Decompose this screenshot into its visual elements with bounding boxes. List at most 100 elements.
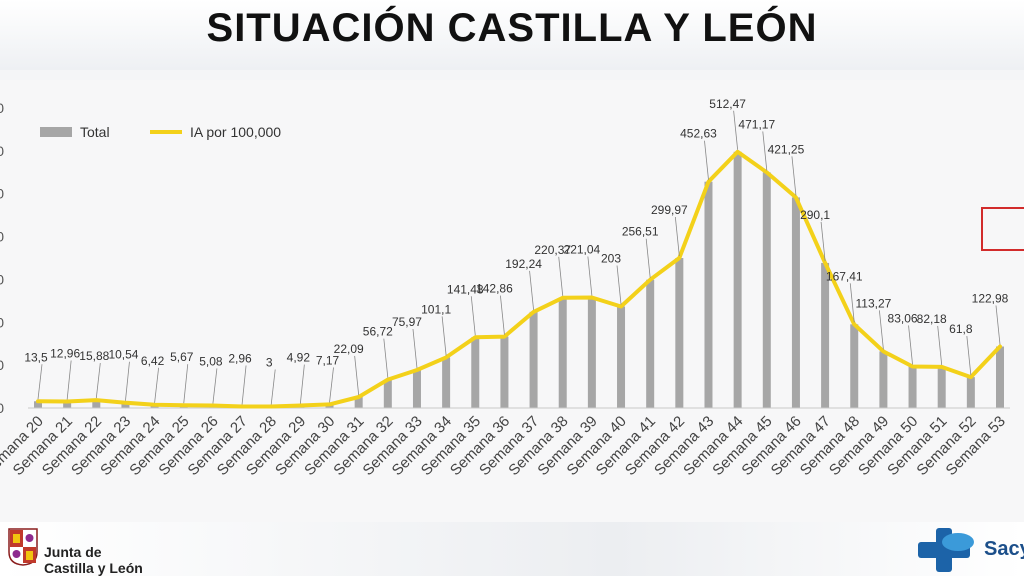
- data-label-leader: [66, 360, 72, 400]
- data-label: 192,24: [505, 257, 542, 271]
- y-tick-label: 0: [0, 229, 4, 245]
- bar: [762, 172, 771, 408]
- data-label-leader: [441, 316, 447, 356]
- data-label-leader: [645, 238, 651, 278]
- legend-ia-label: IA por 100,000: [190, 124, 281, 140]
- data-label: 5,67: [170, 350, 194, 364]
- data-label: 7,17: [316, 353, 340, 367]
- data-label: 61,8: [949, 322, 973, 336]
- sacyl-logo: Sacy: [912, 524, 1024, 574]
- data-label: 141,48: [447, 282, 484, 296]
- data-label-leader: [762, 131, 768, 171]
- data-label-leader: [529, 270, 534, 310]
- data-label: 83,06: [888, 311, 918, 325]
- bar: [704, 181, 713, 408]
- bar: [529, 311, 538, 408]
- data-label-leader: [966, 336, 972, 376]
- y-tick-label: 0: [0, 100, 4, 116]
- data-label: 113,27: [855, 296, 891, 310]
- bar: [733, 151, 742, 408]
- data-label-leader: [241, 365, 247, 405]
- data-label: 12,96: [50, 347, 80, 361]
- data-label-leader: [878, 310, 884, 350]
- data-label-leader: [937, 325, 943, 365]
- data-label: 167,41: [826, 269, 863, 283]
- footer-band: [0, 522, 1024, 576]
- data-label-leader: [500, 295, 505, 335]
- bar: [966, 377, 975, 408]
- data-label: 421,25: [768, 142, 805, 156]
- data-label-leader: [470, 296, 476, 336]
- data-label: 299,97: [651, 203, 688, 217]
- bar: [500, 336, 509, 408]
- bar: [471, 337, 480, 408]
- data-label-leader: [587, 256, 593, 296]
- data-label: 4,92: [287, 351, 311, 365]
- data-label: 5,08: [199, 354, 223, 368]
- bar: [34, 401, 42, 408]
- coat-of-arms-icon: [8, 528, 38, 566]
- data-label-leader: [383, 338, 389, 378]
- bar: [646, 279, 655, 408]
- junta-logo-text: Junta de Castilla y León: [44, 544, 143, 576]
- bar: [675, 258, 684, 408]
- data-label-leader: [849, 283, 855, 323]
- bar: [383, 379, 392, 408]
- data-label: 142,86: [476, 282, 513, 296]
- bar: [92, 400, 101, 408]
- bar: [121, 402, 130, 408]
- data-label: 6,42: [141, 354, 165, 368]
- bar: [63, 401, 72, 408]
- data-label-leader: [558, 256, 564, 296]
- data-label-leader: [354, 355, 360, 395]
- bar: [791, 197, 800, 408]
- bar: [587, 297, 596, 408]
- data-label-leader: [820, 221, 826, 261]
- data-label-leader: [995, 305, 1001, 345]
- y-tick-label: 0: [0, 271, 4, 287]
- bar: [908, 366, 917, 408]
- data-label: 203: [601, 252, 621, 266]
- junta-castilla-leon-logo: Junta de Castilla y León: [4, 524, 143, 576]
- data-label-leader: [154, 367, 160, 403]
- data-label-leader: [95, 363, 101, 399]
- bar: [850, 324, 859, 408]
- data-label-leader: [791, 156, 797, 196]
- bar: [996, 346, 1004, 408]
- sacyl-logo-text: Sacy: [984, 538, 1024, 560]
- highlight-box: [981, 207, 1024, 251]
- data-label-leader: [733, 110, 739, 150]
- page-title: SITUACIÓN CASTILLA Y LEÓN: [206, 6, 818, 50]
- bar: [617, 306, 626, 408]
- bar: [354, 396, 363, 408]
- bar: [442, 357, 451, 408]
- data-label: 290,1: [800, 208, 830, 222]
- data-label: 15,88: [79, 349, 109, 363]
- data-label: 452,63: [680, 127, 717, 141]
- bar: [879, 351, 888, 408]
- data-label-leader: [412, 328, 418, 369]
- data-label-leader: [329, 367, 334, 403]
- data-label: 22,09: [334, 342, 364, 356]
- data-label: 2,96: [228, 352, 252, 366]
- plot-area: [0, 80, 1024, 525]
- data-label-leader: [183, 364, 189, 404]
- data-label-leader: [37, 364, 43, 400]
- data-label: 122,98: [972, 292, 1009, 306]
- data-label: 56,72: [363, 325, 393, 339]
- data-label-leader: [299, 364, 305, 404]
- data-label: 13,5: [24, 350, 48, 364]
- data-label: 512,47: [709, 97, 746, 111]
- data-label-leader: [212, 368, 218, 404]
- data-label-leader: [270, 369, 276, 405]
- chart: 0 0 0 0 0 0 0 0 13,5 12,96 15,88 10,54 6,42 5,67 5,08 2…: [0, 97, 1024, 479]
- data-label-leader: [674, 216, 680, 257]
- y-tick-label: 0: [0, 186, 4, 202]
- data-label: 220,37: [534, 243, 571, 257]
- title-band: [0, 0, 1024, 70]
- data-label: 101,1: [421, 302, 451, 316]
- bar: [821, 262, 830, 408]
- ia-series-line: [36, 149, 1002, 409]
- bar: [937, 366, 946, 408]
- data-label: 75,97: [392, 315, 422, 329]
